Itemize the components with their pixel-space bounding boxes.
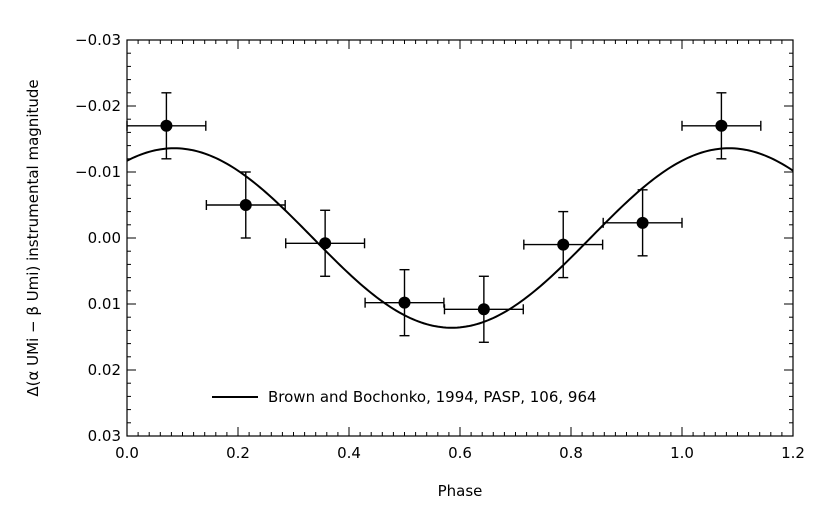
x-tick-label: 1.2	[781, 444, 805, 462]
y-label-part-2: UMi −	[24, 316, 42, 371]
y-axis-label: Δ(α UMi − β Umi) instrumental magnitude	[24, 79, 42, 396]
x-tick-label: 0.4	[337, 444, 361, 462]
data-point	[126, 92, 207, 160]
x-axis-label: Phase	[438, 482, 483, 500]
y-tick-labels: −0.03 −0.02 −0.01 0.00 0.01 0.02 0.03	[75, 31, 121, 445]
data-point	[285, 209, 366, 277]
y-tick-label: 0.02	[88, 361, 121, 379]
y-label-beta: β	[24, 306, 42, 316]
data-point-marker	[557, 238, 570, 251]
data-point	[602, 189, 683, 257]
data-point	[443, 275, 524, 343]
y-tick-label: 0.00	[88, 229, 121, 247]
data-point-marker	[398, 296, 411, 309]
data-point-marker	[160, 119, 173, 132]
x-tick-labels: 0.0 0.2 0.4 0.6 0.8 1.0 1.2	[115, 444, 805, 462]
data-point	[523, 210, 604, 279]
plot-frame	[126, 39, 794, 437]
legend-label: Brown and Bochonko, 1994, PASP, 106, 964	[268, 388, 597, 406]
y-tick-label: 0.01	[88, 295, 121, 313]
data-point-marker	[319, 237, 332, 250]
legend: Brown and Bochonko, 1994, PASP, 106, 964	[212, 388, 597, 406]
data-point-marker	[715, 119, 728, 132]
y-label-alpha: α	[24, 371, 42, 381]
data-point-marker	[636, 216, 649, 229]
data-point-marker	[239, 199, 252, 211]
x-tick-label: 0.0	[115, 444, 139, 462]
x-tick-label: 0.2	[226, 444, 250, 462]
y-tick-label: −0.01	[75, 163, 121, 181]
model-curve-group	[126, 147, 794, 329]
y-tick-label: 0.03	[88, 427, 121, 445]
y-tick-label: −0.02	[75, 97, 121, 115]
data-point	[205, 171, 286, 239]
data-points	[126, 92, 762, 343]
x-tick-label: 0.8	[559, 444, 583, 462]
y-tick-label: −0.03	[75, 31, 121, 49]
y-label-part-4: Umi) instrumental magnitude	[24, 79, 42, 306]
data-point-marker	[477, 303, 490, 316]
model-curve	[126, 147, 794, 329]
axis-ticks	[126, 39, 794, 437]
data-point	[681, 92, 762, 160]
x-tick-label: 0.6	[448, 444, 472, 462]
x-tick-label: 1.0	[670, 444, 694, 462]
y-label-part-0: Δ(	[24, 381, 42, 397]
